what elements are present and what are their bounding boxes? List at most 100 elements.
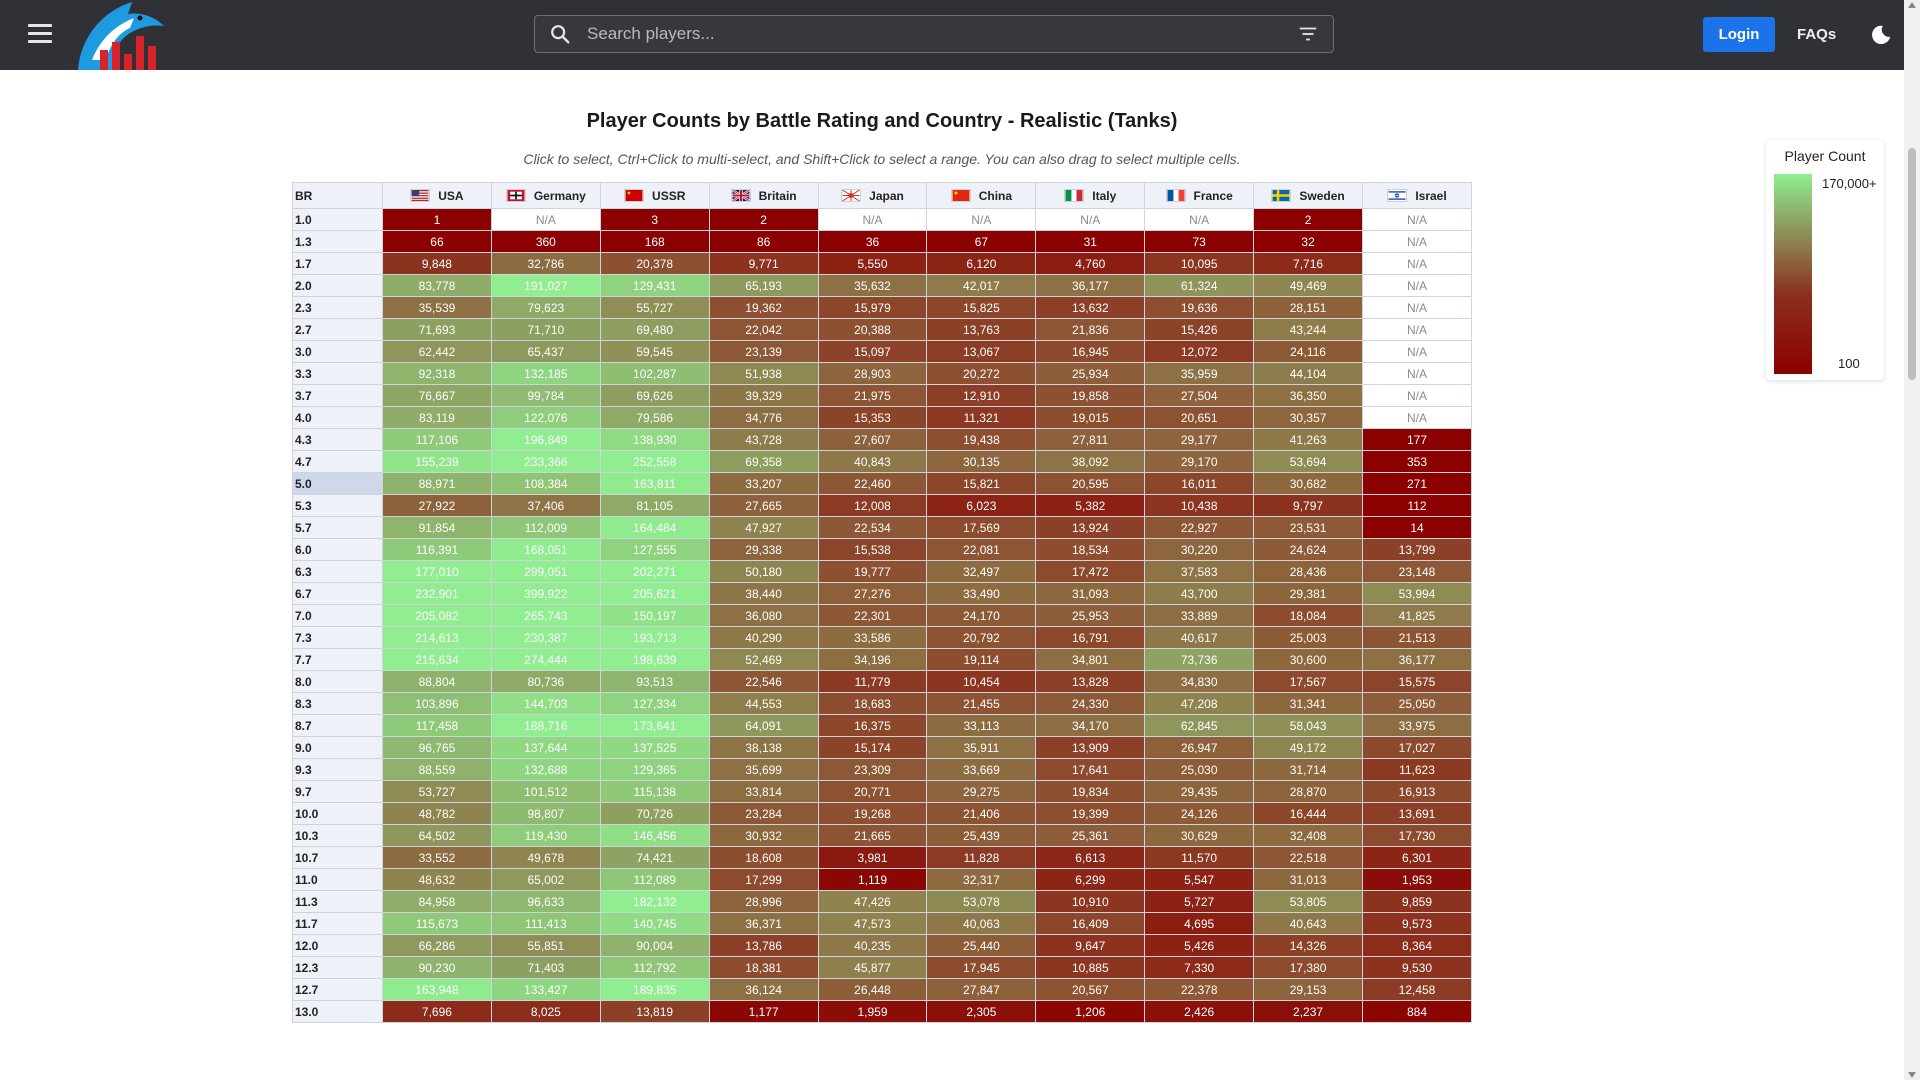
br-cell[interactable]: 5.7 <box>292 516 383 539</box>
count-cell[interactable]: 37,583 <box>1144 560 1255 583</box>
count-cell[interactable]: N/A <box>1362 362 1472 385</box>
count-cell[interactable]: 399,922 <box>490 582 601 605</box>
count-cell[interactable]: 21,665 <box>817 824 928 847</box>
count-cell[interactable]: 30,220 <box>1144 538 1255 561</box>
count-cell[interactable]: 62,442 <box>382 340 492 363</box>
count-cell[interactable]: 34,776 <box>708 406 819 429</box>
count-cell[interactable]: 1 <box>382 208 492 231</box>
br-cell[interactable]: 12.0 <box>292 934 383 957</box>
count-cell[interactable]: 19,362 <box>708 296 819 319</box>
count-cell[interactable]: 24,624 <box>1253 538 1364 561</box>
count-cell[interactable]: 16,945 <box>1035 340 1146 363</box>
count-cell[interactable]: 5,426 <box>1144 934 1255 957</box>
count-cell[interactable]: 90,230 <box>382 956 492 979</box>
count-cell[interactable]: 127,334 <box>599 692 710 715</box>
count-cell[interactable]: 84,958 <box>382 890 492 913</box>
count-cell[interactable]: 92,318 <box>382 362 492 385</box>
br-cell[interactable]: 3.3 <box>292 362 383 385</box>
count-cell[interactable]: 11,779 <box>817 670 928 693</box>
country-header-ussr[interactable]: USSR <box>599 182 710 209</box>
count-cell[interactable]: 19,777 <box>817 560 928 583</box>
count-cell[interactable]: 182,132 <box>599 890 710 913</box>
br-cell[interactable]: 7.7 <box>292 648 383 671</box>
count-cell[interactable]: 10,910 <box>1035 890 1146 913</box>
count-cell[interactable]: 22,518 <box>1253 846 1364 869</box>
count-cell[interactable]: 29,381 <box>1253 582 1364 605</box>
count-cell[interactable]: 19,114 <box>926 648 1037 671</box>
faqs-link[interactable]: FAQs <box>1797 26 1837 43</box>
count-cell[interactable]: 15,979 <box>817 296 928 319</box>
count-cell[interactable]: 49,678 <box>490 846 601 869</box>
count-cell[interactable]: 274,444 <box>490 648 601 671</box>
count-cell[interactable]: 188,716 <box>490 714 601 737</box>
count-cell[interactable]: 22,927 <box>1144 516 1255 539</box>
count-cell[interactable]: 66,286 <box>382 934 492 957</box>
count-cell[interactable]: 12,008 <box>817 494 928 517</box>
count-cell[interactable]: 90,004 <box>599 934 710 957</box>
count-cell[interactable]: 18,381 <box>708 956 819 979</box>
count-cell[interactable]: 1,959 <box>817 1000 928 1023</box>
count-cell[interactable]: 137,525 <box>599 736 710 759</box>
count-cell[interactable]: 33,669 <box>926 758 1037 781</box>
count-cell[interactable]: 29,338 <box>708 538 819 561</box>
count-cell[interactable]: 9,530 <box>1362 956 1472 979</box>
count-cell[interactable]: 61,324 <box>1144 274 1255 297</box>
count-cell[interactable]: 19,636 <box>1144 296 1255 319</box>
count-cell[interactable]: 88,559 <box>382 758 492 781</box>
count-cell[interactable]: 25,050 <box>1362 692 1472 715</box>
count-cell[interactable]: 21,836 <box>1035 318 1146 341</box>
count-cell[interactable]: 5,382 <box>1035 494 1146 517</box>
count-cell[interactable]: 35,911 <box>926 736 1037 759</box>
count-cell[interactable]: 13,909 <box>1035 736 1146 759</box>
count-cell[interactable]: 33,586 <box>817 626 928 649</box>
count-cell[interactable]: 198,639 <box>599 648 710 671</box>
count-cell[interactable]: 50,180 <box>708 560 819 583</box>
count-cell[interactable]: 173,641 <box>599 714 710 737</box>
count-cell[interactable]: 65,193 <box>708 274 819 297</box>
count-cell[interactable]: 67 <box>926 230 1037 253</box>
count-cell[interactable]: 71,693 <box>382 318 492 341</box>
count-cell[interactable]: 18,534 <box>1035 538 1146 561</box>
count-cell[interactable]: 19,015 <box>1035 406 1146 429</box>
count-cell[interactable]: 53,727 <box>382 780 492 803</box>
br-cell[interactable]: 8.0 <box>292 670 383 693</box>
br-cell[interactable]: 11.0 <box>292 868 383 891</box>
count-cell[interactable]: 119,430 <box>490 824 601 847</box>
count-cell[interactable]: 22,301 <box>817 604 928 627</box>
count-cell[interactable]: 163,811 <box>599 472 710 495</box>
count-cell[interactable]: 29,435 <box>1144 780 1255 803</box>
count-cell[interactable]: 42,017 <box>926 274 1037 297</box>
count-cell[interactable]: 20,388 <box>817 318 928 341</box>
count-cell[interactable]: 80,736 <box>490 670 601 693</box>
count-cell[interactable]: 53,694 <box>1253 450 1364 473</box>
br-cell[interactable]: 9.0 <box>292 736 383 759</box>
count-cell[interactable]: 15,174 <box>817 736 928 759</box>
count-cell[interactable]: 76,667 <box>382 384 492 407</box>
count-cell[interactable]: 14,326 <box>1253 934 1364 957</box>
count-cell[interactable]: 6,613 <box>1035 846 1146 869</box>
count-cell[interactable]: 22,546 <box>708 670 819 693</box>
count-cell[interactable]: 112,089 <box>599 868 710 891</box>
count-cell[interactable]: 9,797 <box>1253 494 1364 517</box>
count-cell[interactable]: 24,330 <box>1035 692 1146 715</box>
count-cell[interactable]: 36,124 <box>708 978 819 1001</box>
count-cell[interactable]: 35,632 <box>817 274 928 297</box>
count-cell[interactable]: 40,617 <box>1144 626 1255 649</box>
count-cell[interactable]: 189,835 <box>599 978 710 1001</box>
count-cell[interactable]: 27,607 <box>817 428 928 451</box>
count-cell[interactable]: 4,760 <box>1035 252 1146 275</box>
count-cell[interactable]: 23,148 <box>1362 560 1472 583</box>
country-header-germany[interactable]: Germany <box>490 182 601 209</box>
count-cell[interactable]: 9,573 <box>1362 912 1472 935</box>
count-cell[interactable]: 15,538 <box>817 538 928 561</box>
count-cell[interactable]: N/A <box>1035 208 1146 231</box>
count-cell[interactable]: 230,387 <box>490 626 601 649</box>
country-header-china[interactable]: China <box>926 182 1037 209</box>
count-cell[interactable]: 45,877 <box>817 956 928 979</box>
count-cell[interactable]: 14 <box>1362 516 1472 539</box>
count-cell[interactable]: 11,321 <box>926 406 1037 429</box>
count-cell[interactable]: 16,375 <box>817 714 928 737</box>
count-cell[interactable]: 112,792 <box>599 956 710 979</box>
count-cell[interactable]: 117,106 <box>382 428 492 451</box>
count-cell[interactable]: 32,497 <box>926 560 1037 583</box>
